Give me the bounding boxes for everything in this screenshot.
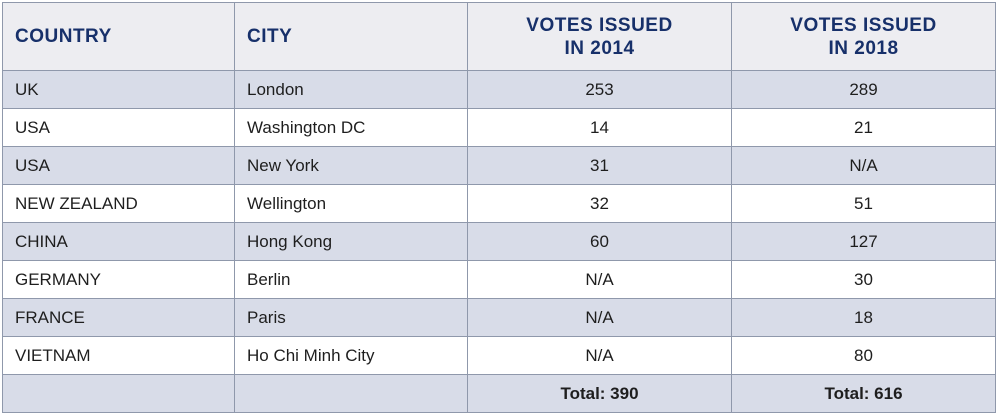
header-votes-2014-line1: VOTES ISSUED bbox=[526, 14, 673, 36]
cell-country: USA bbox=[2, 108, 235, 147]
header-votes-2018-line1: VOTES ISSUED bbox=[790, 14, 937, 36]
cell-city: Paris bbox=[234, 298, 468, 337]
cell-votes-2014: 60 bbox=[467, 222, 732, 261]
header-row: COUNTRY CITY VOTES ISSUED IN 2014 VOTES … bbox=[2, 2, 996, 71]
totals-row: Total: 390 Total: 616 bbox=[2, 374, 996, 413]
table-row: CHINA Hong Kong 60 127 bbox=[2, 222, 996, 261]
cell-city: New York bbox=[234, 146, 468, 185]
cell-votes-2018: 30 bbox=[731, 260, 996, 299]
table-row: VIETNAM Ho Chi Minh City N/A 80 bbox=[2, 336, 996, 375]
cell-city: Berlin bbox=[234, 260, 468, 299]
cell-votes-2018: 289 bbox=[731, 70, 996, 109]
cell-country: GERMANY bbox=[2, 260, 235, 299]
header-votes-2014: VOTES ISSUED IN 2014 bbox=[467, 2, 732, 71]
cell-votes-2018: 18 bbox=[731, 298, 996, 337]
cell-votes-2018: N/A bbox=[731, 146, 996, 185]
cell-country: VIETNAM bbox=[2, 336, 235, 375]
cell-votes-2018: 127 bbox=[731, 222, 996, 261]
cell-country: UK bbox=[2, 70, 235, 109]
total-votes-2014: Total: 390 bbox=[467, 374, 732, 413]
cell-votes-2014: 253 bbox=[467, 70, 732, 109]
header-votes-2014-line2: IN 2014 bbox=[564, 37, 635, 59]
cell-city: Washington DC bbox=[234, 108, 468, 147]
table-body: UK London 253 289 USA Washington DC 14 2… bbox=[2, 70, 996, 375]
totals-country-empty bbox=[2, 374, 235, 413]
totals-city-empty bbox=[234, 374, 468, 413]
table-row: USA Washington DC 14 21 bbox=[2, 108, 996, 147]
total-votes-2018: Total: 616 bbox=[731, 374, 996, 413]
table-row: USA New York 31 N/A bbox=[2, 146, 996, 185]
cell-city: Hong Kong bbox=[234, 222, 468, 261]
header-city: CITY bbox=[234, 2, 468, 71]
cell-votes-2018: 51 bbox=[731, 184, 996, 223]
cell-votes-2014: 14 bbox=[467, 108, 732, 147]
cell-country: USA bbox=[2, 146, 235, 185]
header-votes-2018: VOTES ISSUED IN 2018 bbox=[731, 2, 996, 71]
cell-votes-2014: N/A bbox=[467, 298, 732, 337]
table-row: GERMANY Berlin N/A 30 bbox=[2, 260, 996, 299]
cell-city: Ho Chi Minh City bbox=[234, 336, 468, 375]
cell-country: CHINA bbox=[2, 222, 235, 261]
header-country: COUNTRY bbox=[2, 2, 235, 71]
cell-country: FRANCE bbox=[2, 298, 235, 337]
cell-votes-2018: 80 bbox=[731, 336, 996, 375]
cell-votes-2014: N/A bbox=[467, 260, 732, 299]
table-row: FRANCE Paris N/A 18 bbox=[2, 298, 996, 337]
cell-country: NEW ZEALAND bbox=[2, 184, 235, 223]
table-row: NEW ZEALAND Wellington 32 51 bbox=[2, 184, 996, 223]
cell-city: Wellington bbox=[234, 184, 468, 223]
cell-city: London bbox=[234, 70, 468, 109]
cell-votes-2018: 21 bbox=[731, 108, 996, 147]
header-votes-2018-line2: IN 2018 bbox=[828, 37, 899, 59]
cell-votes-2014: 31 bbox=[467, 146, 732, 185]
table-footer: Total: 390 Total: 616 bbox=[2, 374, 996, 413]
table-header: COUNTRY CITY VOTES ISSUED IN 2014 VOTES … bbox=[2, 2, 996, 71]
table-row: UK London 253 289 bbox=[2, 70, 996, 109]
cell-votes-2014: N/A bbox=[467, 336, 732, 375]
cell-votes-2014: 32 bbox=[467, 184, 732, 223]
